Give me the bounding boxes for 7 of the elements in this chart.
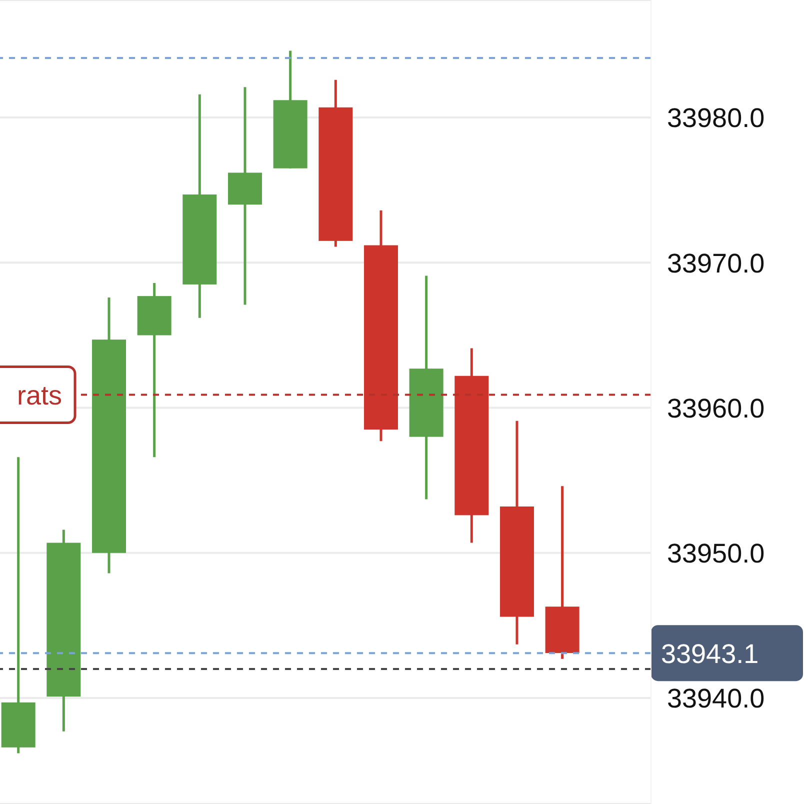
y-tick-label: 33970.0 [667,248,765,278]
y-tick-label: 33960.0 [667,393,765,424]
y-tick-label: 33980.0 [667,103,765,134]
ref-line-label: 33943.1 [661,639,759,670]
ref-line-label: rats [16,380,62,411]
y-tick-label: 33940.0 [667,684,765,714]
y-tick-label: 33950.0 [667,538,765,569]
